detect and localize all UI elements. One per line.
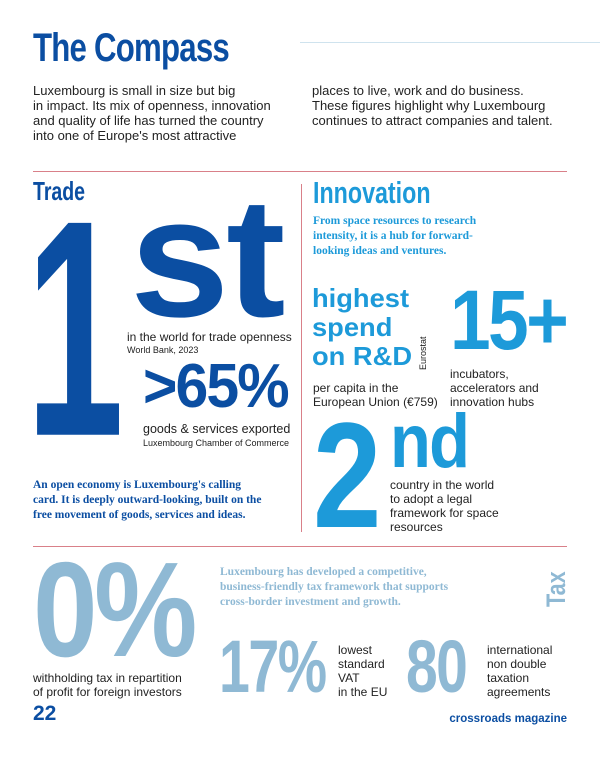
caption-line: per capita in the xyxy=(313,381,399,395)
caption-line: accelerators and xyxy=(450,381,539,395)
trade-big-number: 1 xyxy=(26,156,124,501)
blurb-line: Luxembourg has developed a competitive, xyxy=(220,566,427,578)
blurb-line: intensity, it is a hub for forward- xyxy=(313,230,473,242)
hubs-stat: 15+ xyxy=(450,273,569,367)
vat-caption: lowest standard VAT in the EU xyxy=(338,643,387,699)
withholding-stat: 0% xyxy=(33,534,197,685)
caption-line: agreements xyxy=(487,685,551,699)
caption-line: in the EU xyxy=(338,685,388,699)
rd-source: Eurostat xyxy=(418,336,428,370)
caption-line: non double xyxy=(487,657,547,671)
space-big-suffix: nd xyxy=(390,399,470,484)
rd-line: highest xyxy=(312,283,410,313)
caption-line: taxation xyxy=(487,671,530,685)
vat-stat: 17% xyxy=(219,625,327,708)
rd-line: on R&D xyxy=(312,341,413,371)
innovation-heading: Innovation xyxy=(313,175,431,210)
caption-line: lowest xyxy=(338,643,373,657)
blurb-line: From space resources to research xyxy=(313,215,477,227)
blurb-line: cross-border investment and growth. xyxy=(220,596,401,608)
export-source: Luxembourg Chamber of Commerce xyxy=(143,438,290,448)
caption-line: innovation hubs xyxy=(450,395,535,409)
column-divider xyxy=(301,184,302,532)
trade-big-suffix: st xyxy=(130,163,286,353)
treaties-caption: international non double taxation agreem… xyxy=(487,643,552,699)
treaties-stat: 80 xyxy=(406,625,468,708)
intro-line: into one of Europe's most attractive xyxy=(33,128,237,143)
caption-line: incubators, xyxy=(450,367,509,381)
rd-caption: per capita in the European Union (€759) xyxy=(313,381,438,409)
intro-left: Luxembourg is small in size but big in i… xyxy=(33,83,271,143)
caption-line: standard xyxy=(338,657,385,671)
page-number: 22 xyxy=(33,702,57,725)
page-title: The Compass xyxy=(33,26,230,70)
caption-line: country in the world xyxy=(390,478,495,492)
blurb-line: An open economy is Luxembourg's calling xyxy=(33,479,241,491)
rd-line: spend xyxy=(312,312,393,342)
caption-line: to adopt a legal xyxy=(390,492,473,506)
blurb-line: looking ideas and ventures. xyxy=(313,245,447,257)
trade-rank-source: World Bank, 2023 xyxy=(127,345,199,355)
innovation-blurb: From space resources to research intensi… xyxy=(313,214,476,259)
caption-line: framework for space xyxy=(390,506,499,520)
trade-heading: Trade xyxy=(33,176,86,206)
caption-line: international xyxy=(487,643,553,657)
caption-line: withholding tax in repartition xyxy=(33,671,182,685)
space-big-number: 2 xyxy=(313,391,382,559)
hubs-caption: incubators, accelerators and innovation … xyxy=(450,367,539,409)
intro-line: and quality of life has turned the count… xyxy=(33,113,264,128)
caption-line: VAT xyxy=(338,671,360,685)
blurb-line: business-friendly tax framework that sup… xyxy=(220,581,449,593)
intro-right: places to live, work and do business. Th… xyxy=(312,83,553,128)
tax-heading: Tax xyxy=(541,571,571,607)
withholding-caption: withholding tax in repartition of profit… xyxy=(33,671,182,699)
section-divider xyxy=(33,171,567,172)
intro-line: in impact. Its mix of openness, innovati… xyxy=(33,98,271,113)
publication-name: crossroads magazine xyxy=(449,713,567,725)
trade-rank-caption: in the world for trade openness xyxy=(127,330,292,344)
rd-stat: highest spend on R&D xyxy=(312,284,412,371)
export-stat: >65% xyxy=(143,352,290,421)
export-caption: goods & services exported xyxy=(143,422,291,436)
trade-blurb: An open economy is Luxembourg's calling … xyxy=(33,478,261,523)
blurb-line: card. It is deeply outward-looking, buil… xyxy=(33,494,262,506)
blurb-line: free movement of goods, services and ide… xyxy=(33,509,246,521)
header-rule xyxy=(300,42,600,43)
caption-line: of profit for foreign investors xyxy=(33,685,182,699)
caption-line: European Union (€759) xyxy=(313,395,438,409)
intro-line: continues to attract companies and talen… xyxy=(312,113,553,128)
intro-line: These figures highlight why Luxembourg xyxy=(312,98,546,113)
intro-line: Luxembourg is small in size but big xyxy=(33,83,236,98)
tax-blurb: Luxembourg has developed a competitive, … xyxy=(220,565,448,610)
intro-line: places to live, work and do business. xyxy=(312,83,524,98)
space-caption: country in the world to adopt a legal fr… xyxy=(390,478,499,534)
section-divider xyxy=(33,546,567,547)
caption-line: resources xyxy=(390,520,443,534)
